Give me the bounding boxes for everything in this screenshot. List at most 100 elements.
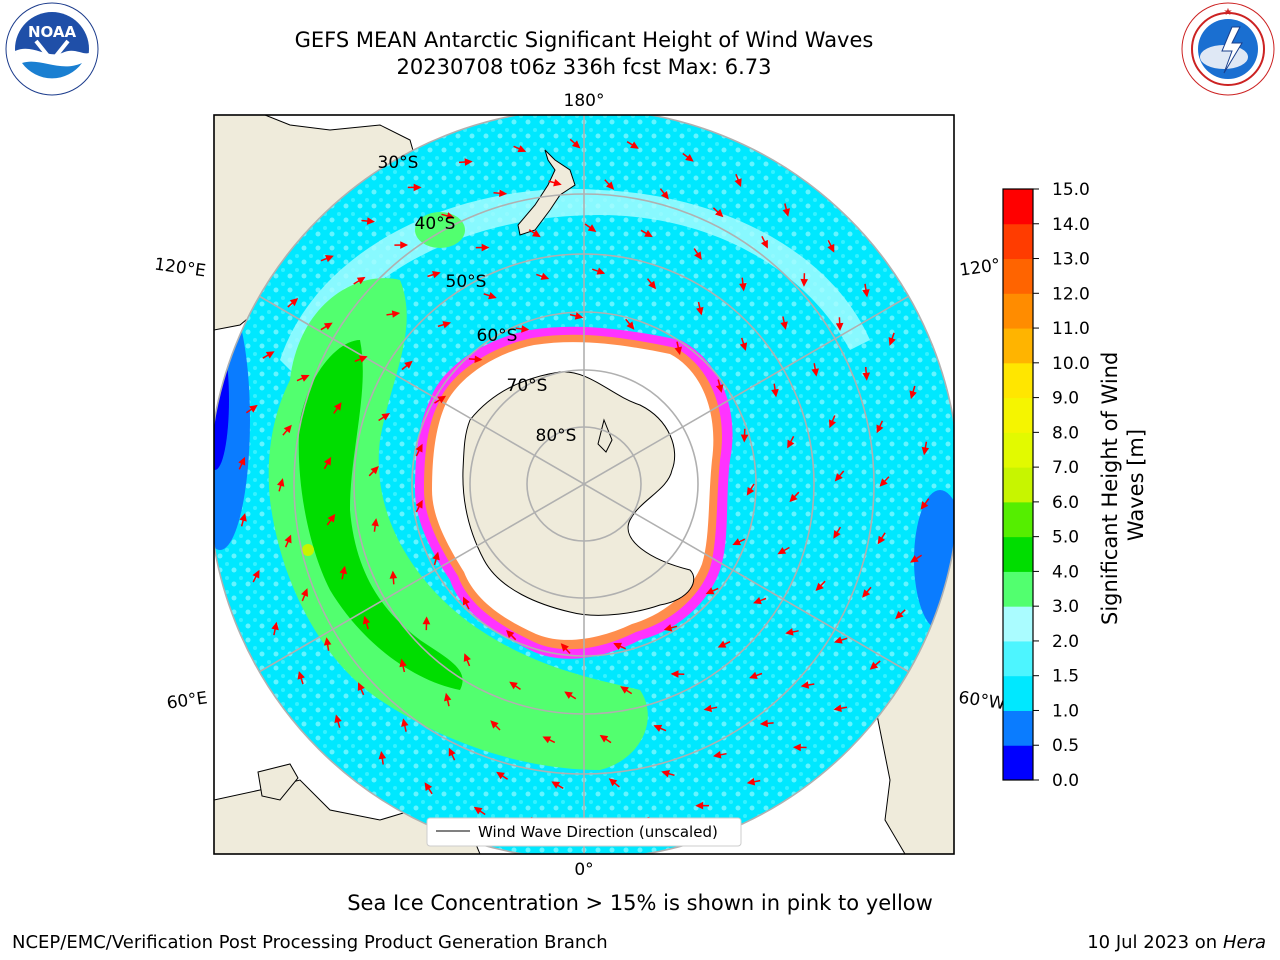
wind-arrow-head	[238, 456, 246, 466]
wind-arrow-head	[910, 555, 919, 563]
wind-arrow-head	[463, 653, 471, 662]
colorbar-tick-label: 11.0	[1052, 319, 1090, 339]
wind-arrow-head	[362, 615, 371, 625]
colorbar-tick-label: 15.0	[1052, 180, 1090, 200]
colorbar-frame	[1002, 188, 1034, 781]
wind-arrow-head	[444, 692, 452, 702]
wind-arrow-head	[574, 312, 584, 320]
wind-arrow-head	[517, 145, 527, 153]
wind-arrow-head	[613, 642, 622, 650]
legend-label: Wind Wave Direction (unscaled)	[478, 823, 718, 841]
colorbar-title-line1: Significant Height of Wind	[1098, 352, 1122, 625]
colorbar-tick-label: 10.0	[1052, 354, 1090, 374]
wind-arrow-head	[249, 404, 258, 413]
colorbar-segment	[1003, 189, 1033, 225]
lat-label-40s: 40°S	[415, 214, 456, 234]
wind-arrow-head	[442, 321, 452, 329]
colorbar-segment	[1003, 362, 1033, 399]
wind-arrow-head	[551, 781, 561, 789]
colorbar-title-line2: Waves [m]	[1124, 429, 1148, 541]
wind-arrow-head	[653, 724, 663, 732]
sea-ice-caption: Sea Ice Concentration > 15% is shown in …	[347, 891, 933, 915]
wind-arrow-head	[399, 658, 407, 668]
wind-arrow-head	[862, 372, 871, 381]
wind-arrow-head	[703, 704, 713, 713]
lon-label-lower-left: 60°E	[166, 688, 209, 713]
lon-label-bottom: 0°	[574, 860, 593, 880]
lat-label-80s: 80°S	[536, 426, 577, 446]
lat-label-60s: 60°S	[477, 326, 518, 346]
wind-arrow-head	[670, 670, 679, 678]
noaa-logo: NOAA	[5, 2, 99, 96]
wind-arrow-head	[521, 325, 530, 333]
wind-arrow-head	[378, 751, 387, 760]
map-legend: Wind Wave Direction (unscaled)	[426, 817, 742, 847]
wind-arrow-head	[835, 322, 844, 331]
wind-arrow-head	[739, 342, 748, 351]
wind-arrow-head	[785, 628, 794, 636]
svg-text:★: ★	[1224, 7, 1233, 18]
wind-arrow-head	[356, 276, 366, 285]
wind-arrow-head	[869, 661, 879, 670]
colorbar-segment	[1003, 293, 1033, 329]
colorbar-tick-label: 6.0	[1052, 493, 1079, 513]
colorbar-segment	[1003, 606, 1033, 642]
wind-arrow-head	[424, 782, 433, 791]
wind-arrow-head	[381, 412, 391, 421]
wind-arrow-head	[301, 588, 309, 597]
nws-logo: ★	[1181, 2, 1275, 96]
wind-arrow-head	[734, 178, 742, 188]
wind-arrow-head	[626, 321, 635, 330]
wind-arrow-head	[661, 769, 670, 778]
wind-arrow-head	[422, 616, 431, 625]
footer-date: 10 Jul 2023 on Hera	[1087, 932, 1266, 953]
wind-arrow-head	[777, 547, 787, 555]
wind-arrow-head	[695, 801, 704, 810]
noaa-logo-text: NOAA	[28, 23, 77, 41]
wind-arrow-head	[542, 736, 552, 744]
footer-credit: NCEP/EMC/Verification Post Processing Pr…	[12, 932, 608, 953]
wind-arrow-head	[705, 587, 715, 595]
wind-arrow-head	[833, 704, 842, 712]
wind-arrow-head	[532, 229, 541, 238]
lat-label-70s: 70°S	[507, 376, 548, 396]
colorbar: 0.0 0.5 1.0 1.5 2.0 3.0 4.0 5.0 6.0 7.0 8.0 9.0 10.0…	[1002, 180, 1148, 791]
wind-arrow-head	[339, 565, 348, 575]
lon-label-upper-right: 120°	[958, 255, 1001, 281]
colorbar-segment	[1003, 397, 1033, 433]
lon-label-lower-right: 60°W	[957, 688, 1006, 714]
wind-arrow-head	[792, 743, 801, 752]
wind-arrow-head	[432, 270, 441, 279]
wind-arrow-head	[753, 597, 762, 605]
wind-arrow-head	[921, 446, 930, 456]
wind-arrow-head	[323, 322, 333, 330]
colorbar-tick-label: 1.0	[1052, 701, 1079, 721]
wind-arrow-head	[560, 643, 569, 652]
high-wave-region	[268, 278, 648, 770]
wind-arrow-head	[833, 636, 843, 644]
wind-arrow-head	[413, 183, 422, 192]
wind-arrow-head	[644, 229, 653, 238]
wind-arrow-head	[400, 241, 409, 249]
wind-arrow-head	[327, 513, 336, 523]
colorbar-segment	[1003, 745, 1033, 781]
wind-arrow-head	[391, 310, 401, 318]
wind-arrow-head	[663, 624, 673, 632]
graticule	[214, 115, 954, 854]
wind-arrow-head	[488, 292, 497, 300]
wind-arrow-head	[713, 750, 722, 759]
colorbar-title: Significant Height of Wind Waves [m]	[1098, 345, 1148, 625]
wind-arrow-head	[685, 154, 694, 162]
wind-arrow-head	[694, 251, 702, 260]
antarctica-land	[462, 371, 695, 616]
wind-arrow-head	[323, 637, 332, 646]
colorbar-segment	[1003, 536, 1033, 572]
wind-arrow-head	[323, 456, 332, 466]
wind-arrow-head	[771, 388, 779, 398]
wind-arrow-head	[325, 255, 334, 263]
wind-arrow-head	[389, 570, 398, 579]
colorbar-tick-label: 5.0	[1052, 528, 1079, 548]
wind-arrow-head	[448, 747, 456, 757]
wind-arrow-head	[827, 243, 835, 253]
wind-arrow-head	[446, 212, 455, 220]
